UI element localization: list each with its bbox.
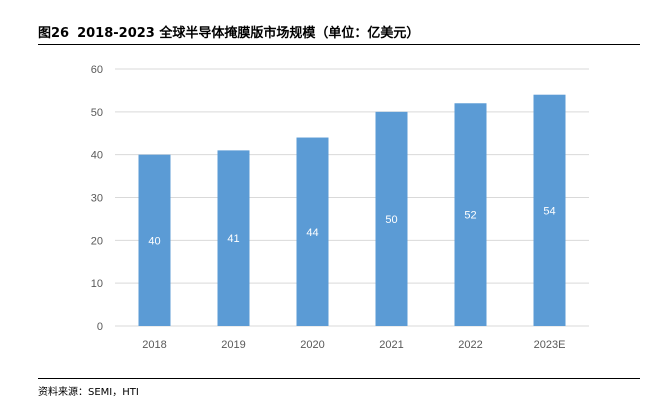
data-label: 44 xyxy=(306,227,318,239)
chart-title: 2018-2023 全球半导体掩膜版市场规模（单位：亿美元） xyxy=(77,26,420,41)
bar-2018 xyxy=(138,154,171,326)
data-label: 40 xyxy=(148,235,160,247)
y-axis-tick-labels: 0 10 20 30 40 50 60 xyxy=(91,64,103,333)
y-tick-label: 50 xyxy=(91,107,103,119)
source-divider xyxy=(38,378,640,379)
bar-2021 xyxy=(375,111,408,326)
y-tick-label: 10 xyxy=(91,278,103,290)
bar-2023E xyxy=(533,94,566,326)
x-tick-label: 2019 xyxy=(221,339,245,351)
y-tick-label: 60 xyxy=(91,64,103,76)
x-tick-label: 2022 xyxy=(458,339,482,351)
figure-label: 图26 xyxy=(38,26,70,41)
x-tick-label: 2018 xyxy=(142,339,166,351)
data-label: 54 xyxy=(543,205,555,217)
data-label: 52 xyxy=(464,210,476,222)
figure-title: 图26 2018-2023 全球半导体掩膜版市场规模（单位：亿美元） xyxy=(38,22,638,41)
y-tick-label: 0 xyxy=(97,321,103,333)
source-note: 资料来源：SEMI，HTI xyxy=(38,387,139,398)
x-tick-label: 2020 xyxy=(300,339,324,351)
bars xyxy=(138,94,566,327)
title-divider xyxy=(38,44,640,45)
data-labels: 40 41 44 50 52 54 xyxy=(148,205,555,247)
bar-2020 xyxy=(296,137,329,326)
bar-2019 xyxy=(217,150,250,326)
data-label: 41 xyxy=(227,233,239,245)
x-tick-label: 2023E xyxy=(534,339,566,351)
y-tick-label: 40 xyxy=(91,150,103,162)
y-tick-label: 20 xyxy=(91,235,103,247)
data-label: 50 xyxy=(385,214,397,226)
gridlines xyxy=(115,68,589,327)
y-tick-label: 30 xyxy=(91,193,103,205)
bar-2022 xyxy=(454,103,487,327)
x-axis-tick-labels: 2018 2019 2020 2021 2022 2023E xyxy=(142,339,565,351)
x-tick-label: 2021 xyxy=(379,339,403,351)
